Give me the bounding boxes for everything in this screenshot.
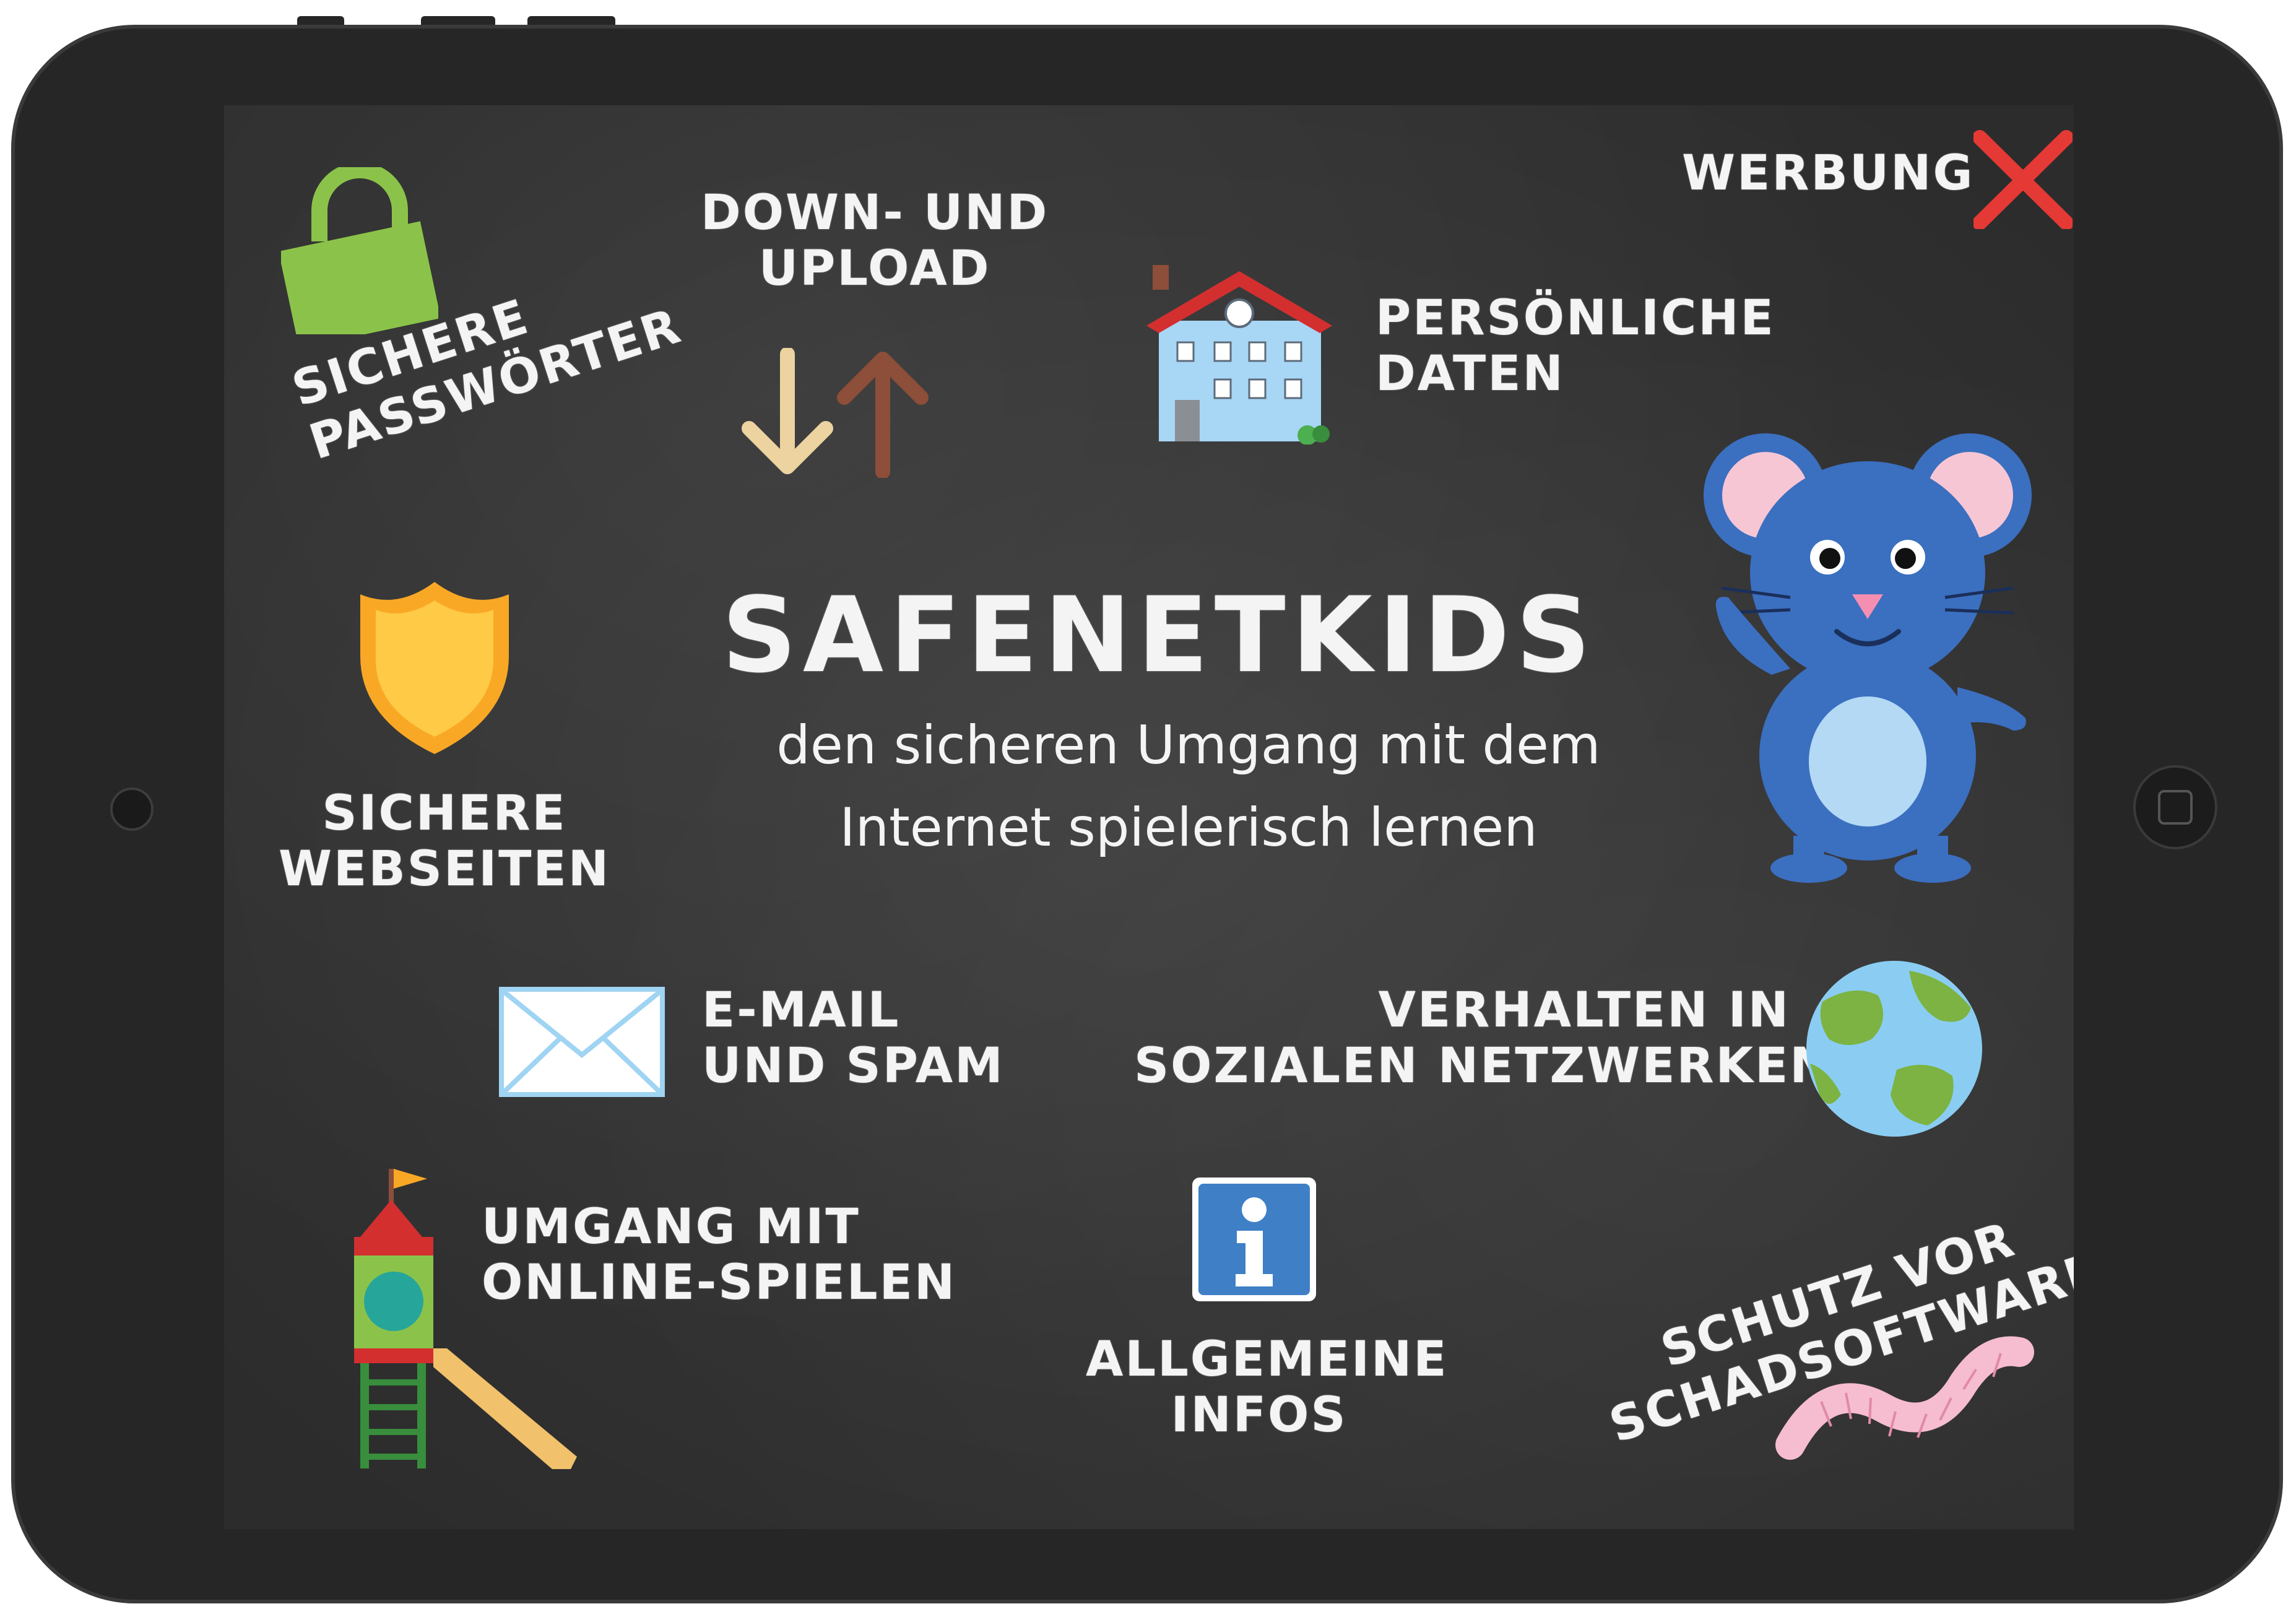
volume-button — [421, 16, 495, 25]
info-icon[interactable] — [1190, 1175, 1319, 1306]
worm-icon[interactable] — [1772, 1334, 2038, 1466]
tile-social-label[interactable]: VERHALTEN IN SOZIALEN NETZWERKEN — [1134, 982, 1832, 1094]
volume-button — [527, 16, 615, 25]
tile-label-line: UND SPAM — [702, 1038, 1005, 1094]
tile-label-line: ALLGEMEINE — [1086, 1332, 1449, 1387]
close-x-icon[interactable] — [1972, 130, 2074, 232]
tile-label-line: VERHALTEN IN — [1378, 982, 1790, 1038]
tile-label-line: PERSÖNLICHE — [1375, 290, 1775, 346]
tile-label-line: DATEN — [1375, 345, 1565, 402]
camera — [110, 787, 154, 831]
tile-email-label[interactable]: E-MAIL UND SPAM — [702, 982, 1005, 1094]
subtitle-line: Internet spielerisch lernen — [839, 797, 1538, 859]
globe-icon[interactable] — [1804, 958, 1985, 1142]
home-button-icon — [2158, 790, 2193, 825]
tile-label-line: UPLOAD — [758, 240, 991, 297]
tile-websites-label[interactable]: SICHERE WEBSEITEN — [279, 786, 610, 897]
tile-download-label[interactable]: DOWN- UND UPLOAD — [701, 185, 1049, 297]
app-subtitle: den sicheren Umgang mit dem Internet spi… — [662, 705, 1715, 870]
tile-ads-label[interactable]: WERBUNG — [1682, 145, 1975, 201]
envelope-icon[interactable] — [499, 987, 665, 1099]
tile-label-line: SICHERE — [322, 786, 567, 841]
tile-label-line: INFOS — [1171, 1387, 1348, 1443]
shield-icon[interactable] — [354, 576, 515, 758]
tile-games-label[interactable]: UMGANG MIT ONLINE-SPIELEN — [482, 1199, 957, 1311]
tile-label-line: ONLINE-SPIELEN — [482, 1254, 957, 1311]
hardware-button — [297, 16, 344, 25]
subtitle-line: den sicheren Umgang mit dem — [776, 714, 1601, 776]
home-button[interactable] — [2133, 765, 2217, 849]
arrows-icon[interactable] — [738, 347, 936, 480]
tile-personal-label[interactable]: PERSÖNLICHE DATEN — [1375, 290, 1775, 402]
tile-label-line: WEBSEITEN — [279, 841, 611, 897]
mouse-mascot-icon — [1697, 427, 2044, 888]
playground-icon[interactable] — [317, 1163, 608, 1475]
tile-label-line: UMGANG MIT — [482, 1199, 860, 1255]
tile-label-line: DOWN- UND — [701, 185, 1049, 241]
tile-label-line: E-MAIL — [702, 982, 901, 1038]
tile-info-label[interactable]: ALLGEMEINE INFOS — [1086, 1332, 1449, 1443]
chalkboard-screen: SICHERE PASSWÖRTER DOWN- UND UPLOAD — [224, 105, 2074, 1529]
tile-label-line: SOZIALEN NETZWERKEN — [1134, 1038, 1832, 1094]
house-icon[interactable] — [1140, 259, 1338, 447]
app-title: SAFENETKIDS — [722, 575, 1597, 696]
lock-icon[interactable] — [278, 162, 441, 349]
